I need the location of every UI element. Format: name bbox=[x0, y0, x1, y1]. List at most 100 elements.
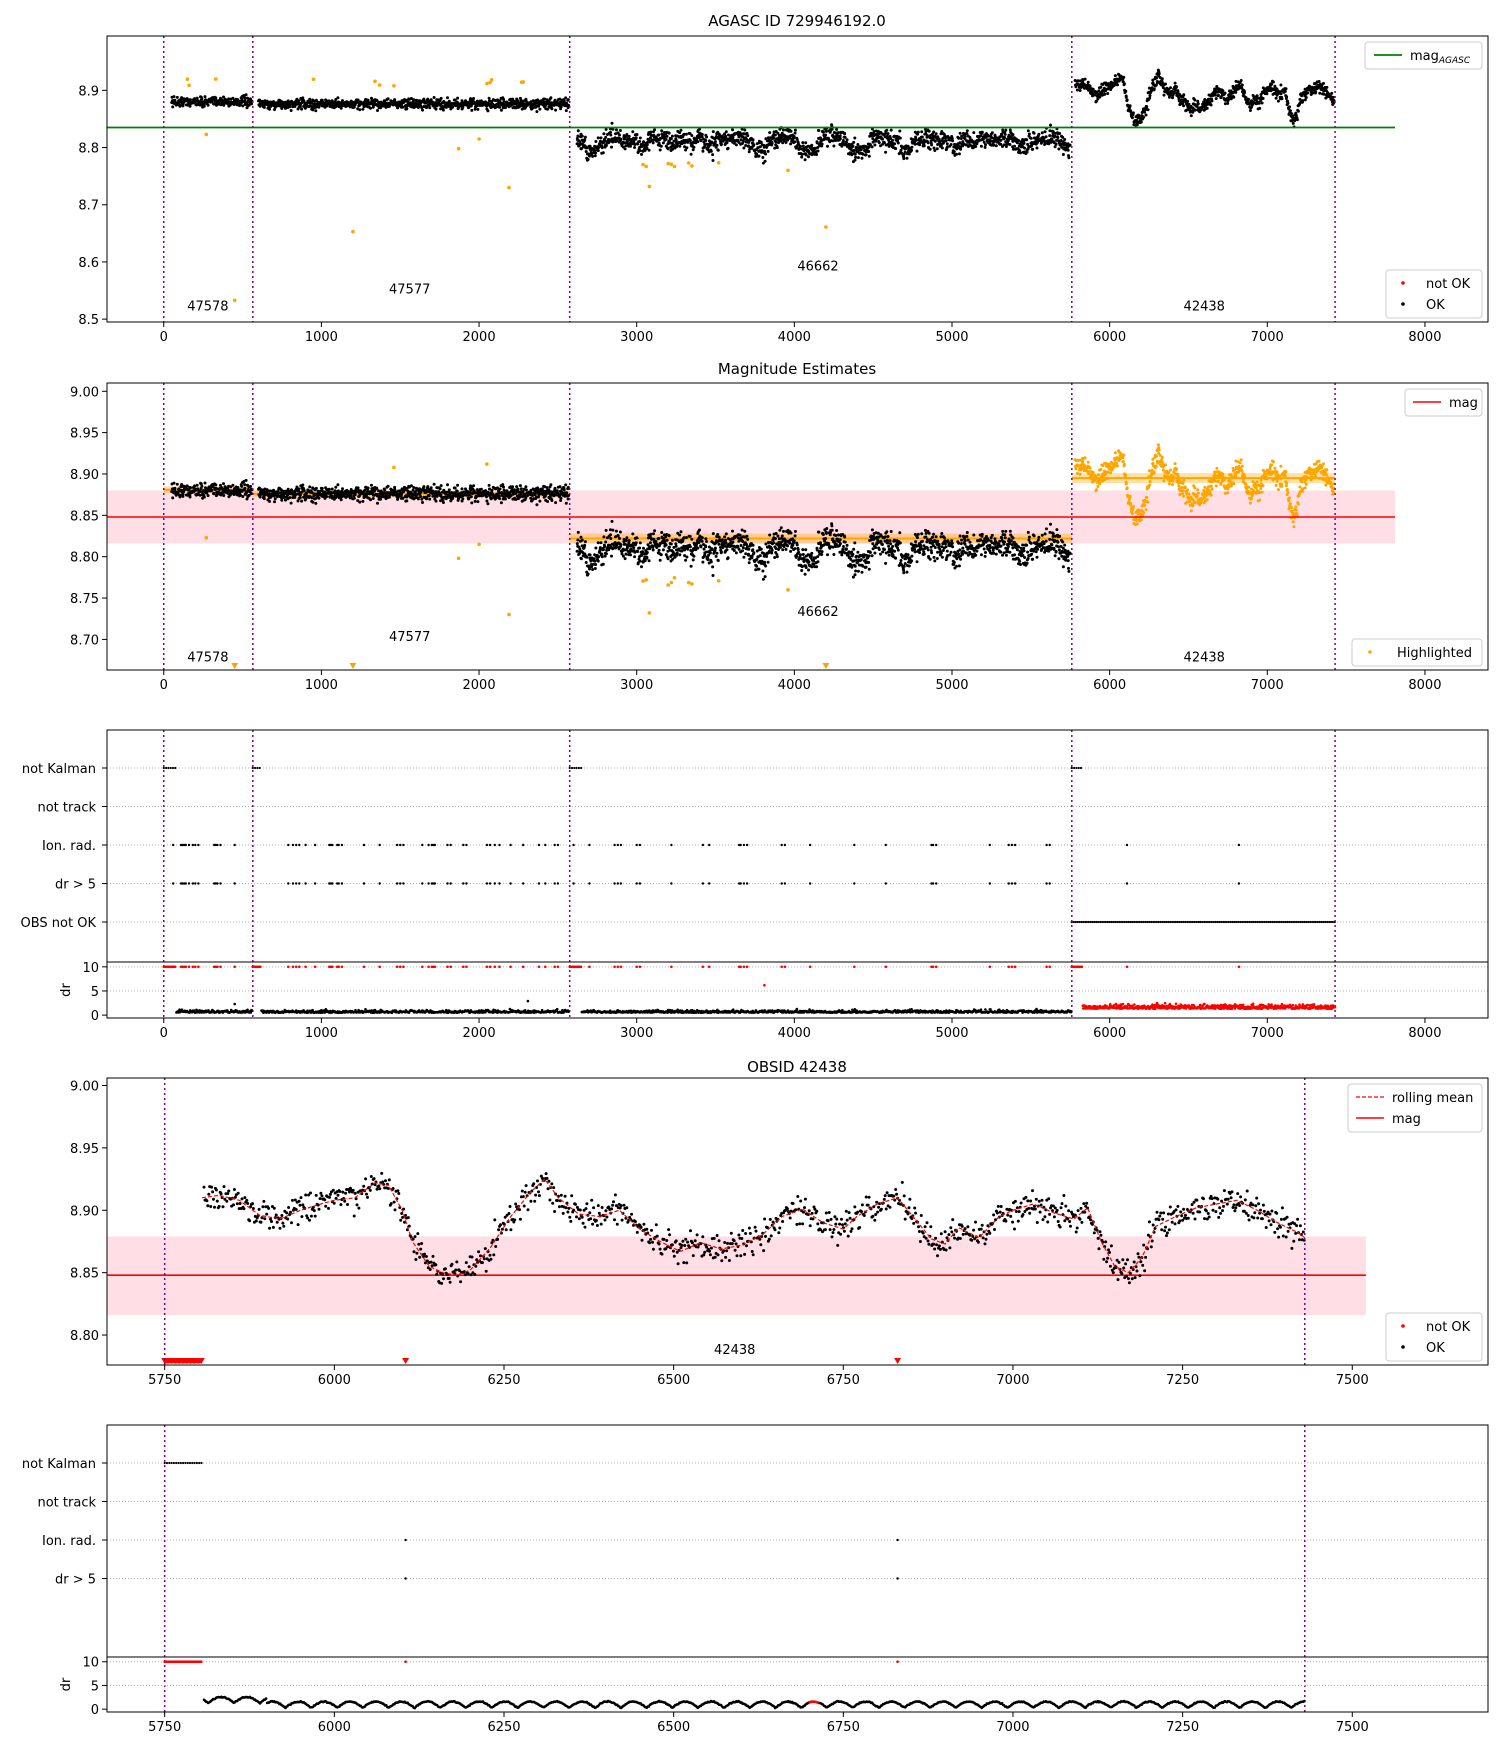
obsid-label: 47577 bbox=[389, 282, 430, 297]
ok-point bbox=[210, 488, 214, 492]
ok-point bbox=[498, 487, 502, 491]
ok-point bbox=[1325, 85, 1329, 89]
ok-point bbox=[782, 128, 785, 132]
highlighted-point bbox=[187, 83, 191, 88]
ok-point bbox=[651, 141, 655, 145]
ok-point bbox=[579, 557, 583, 561]
ok-point bbox=[1142, 115, 1146, 119]
ok-point bbox=[579, 535, 583, 539]
ok-point bbox=[885, 128, 889, 132]
ok-point bbox=[701, 149, 705, 153]
ok-point bbox=[441, 498, 445, 502]
ok-point bbox=[591, 154, 595, 158]
outlier-point bbox=[824, 225, 828, 229]
ok-point bbox=[651, 545, 655, 549]
ok-point bbox=[428, 497, 432, 501]
ok-point bbox=[937, 137, 941, 141]
ok-point bbox=[472, 97, 476, 100]
ok-point bbox=[609, 537, 613, 540]
ok-point bbox=[604, 144, 608, 147]
ok-point bbox=[1124, 89, 1128, 93]
ok-point bbox=[498, 105, 502, 109]
ok-point bbox=[652, 532, 655, 536]
ok-point bbox=[311, 500, 315, 504]
ok-point bbox=[588, 154, 591, 158]
obsid-label: 42438 bbox=[1184, 300, 1225, 315]
ok-point bbox=[200, 484, 204, 488]
ok-point bbox=[724, 532, 728, 536]
ok-point bbox=[300, 107, 304, 111]
ok-point bbox=[604, 135, 608, 139]
ok-point bbox=[173, 486, 177, 490]
ok-point bbox=[711, 574, 715, 577]
ok-point bbox=[594, 563, 598, 566]
ok-point bbox=[867, 150, 871, 153]
ok-point bbox=[1210, 99, 1214, 103]
ok-point bbox=[588, 553, 592, 557]
ok-point bbox=[705, 135, 709, 139]
ok-point bbox=[704, 545, 708, 549]
ok-point bbox=[193, 484, 197, 488]
ok-point bbox=[692, 145, 696, 149]
ok-point bbox=[575, 549, 579, 553]
ok-point bbox=[1226, 101, 1230, 105]
ok-point bbox=[1173, 81, 1177, 85]
ok-point bbox=[599, 541, 603, 545]
ok-point bbox=[1257, 101, 1261, 105]
outlier-point bbox=[232, 298, 237, 303]
ok-point bbox=[439, 484, 443, 488]
ok-point bbox=[1234, 90, 1238, 94]
ok-point bbox=[759, 140, 763, 144]
ok-point bbox=[317, 496, 321, 500]
ok-point bbox=[564, 109, 568, 113]
ok-point bbox=[856, 156, 860, 160]
ok-point bbox=[955, 152, 958, 156]
ok-point bbox=[553, 98, 557, 102]
ok-point bbox=[915, 149, 919, 153]
ok-point bbox=[979, 144, 983, 148]
ok-point bbox=[744, 144, 748, 147]
ok-point bbox=[185, 97, 189, 101]
ok-point bbox=[684, 132, 688, 136]
outlier-point bbox=[351, 229, 355, 234]
ok-point bbox=[584, 150, 588, 153]
ok-point bbox=[366, 98, 370, 102]
ok-point bbox=[553, 486, 557, 490]
ok-point bbox=[488, 99, 491, 103]
ok-point bbox=[499, 501, 503, 505]
ok-point bbox=[647, 559, 651, 563]
ok-point bbox=[558, 485, 562, 489]
ok-point bbox=[801, 141, 805, 145]
ok-point bbox=[231, 96, 235, 100]
ok-point bbox=[649, 532, 653, 536]
ok-point bbox=[893, 142, 897, 146]
ok-point bbox=[667, 545, 671, 549]
ok-point bbox=[619, 543, 623, 547]
ok-point bbox=[317, 105, 321, 109]
ok-point bbox=[268, 107, 271, 111]
ok-point bbox=[1135, 123, 1139, 127]
ok-point bbox=[815, 153, 819, 156]
ok-point bbox=[301, 96, 305, 100]
ok-point bbox=[653, 529, 657, 533]
ok-point bbox=[1029, 136, 1033, 140]
ok-point bbox=[725, 548, 729, 552]
ok-point bbox=[502, 485, 505, 489]
ok-point bbox=[1284, 87, 1288, 91]
ok-point bbox=[717, 542, 721, 546]
ok-point bbox=[461, 497, 465, 501]
ok-point bbox=[800, 152, 804, 156]
ok-point bbox=[1075, 88, 1079, 92]
ok-point bbox=[743, 128, 747, 132]
ok-point bbox=[602, 132, 606, 136]
ok-point bbox=[715, 551, 719, 555]
x-axis-tick-label: 3000 bbox=[620, 330, 653, 345]
ok-point bbox=[700, 536, 704, 540]
ok-point bbox=[171, 105, 175, 109]
ok-point bbox=[250, 102, 253, 106]
ok-point bbox=[1067, 156, 1071, 160]
ok-point bbox=[1004, 128, 1008, 132]
ok-point bbox=[421, 501, 424, 504]
ok-point bbox=[734, 143, 738, 147]
ok-point bbox=[369, 106, 372, 110]
